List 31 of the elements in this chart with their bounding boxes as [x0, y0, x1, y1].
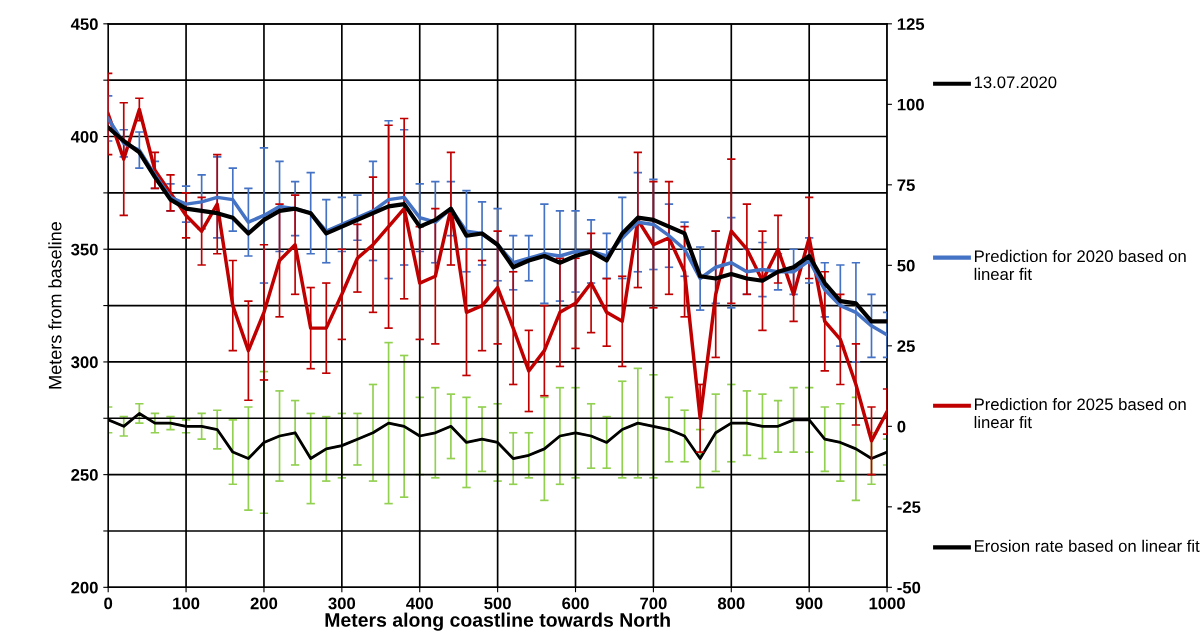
legend-label: Erosion rate based on linear fit — [974, 539, 1200, 552]
y2-tick-label: 50 — [897, 259, 915, 272]
y-tick-label: 200 — [71, 581, 98, 594]
y-tick-label: 300 — [71, 356, 98, 369]
legend-label: 13.07.2020 — [974, 76, 1057, 89]
y2-tick-label: -25 — [897, 501, 921, 514]
x-tick-label: 400 — [406, 597, 433, 610]
x-tick-label: 900 — [795, 597, 823, 610]
y2-tick-label: 75 — [897, 179, 915, 192]
y2-tick-label: 100 — [897, 98, 924, 111]
y-tick-label: 450 — [70, 18, 98, 31]
x-tick-label: 0 — [104, 597, 113, 610]
x-tick-label: 100 — [173, 597, 200, 610]
y-tick-label: 250 — [71, 469, 98, 481]
y-tick-label: 400 — [70, 130, 98, 143]
x-tick-label: 300 — [328, 597, 356, 610]
x-tick-label: 200 — [250, 597, 278, 610]
legend-label: Prediction for 2025 based on linear fit — [974, 397, 1186, 429]
x-tick-label: 1000 — [869, 597, 905, 610]
legend-label: Prediction for 2020 based on linear fit — [974, 249, 1186, 281]
y2-tick-label: -50 — [897, 581, 921, 594]
x-tick-label: 500 — [484, 597, 511, 610]
y-tick-label: 350 — [71, 243, 98, 256]
y2-tick-label: 125 — [897, 18, 925, 31]
x-tick-label: 800 — [717, 597, 745, 610]
x-tick-label: 600 — [562, 597, 589, 610]
y2-tick-label: 25 — [897, 340, 915, 353]
x-axis-title: Meters along coastline towards North — [325, 612, 670, 631]
y-axis-title: Meters from baseline — [48, 222, 62, 389]
x-tick-label: 700 — [640, 597, 667, 610]
y2-tick-label: 0 — [897, 420, 906, 433]
